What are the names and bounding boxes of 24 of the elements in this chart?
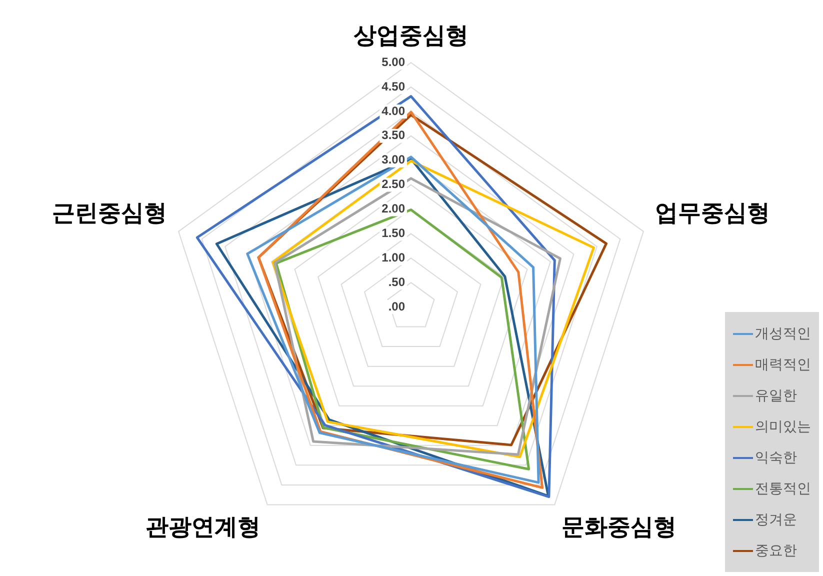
legend-label: 중요한 (755, 542, 797, 560)
y-tick-label: 4.00 (382, 104, 406, 118)
y-tick-label: 3.00 (382, 152, 406, 167)
y-tick-label: .00 (388, 299, 406, 314)
y-tick-label: 4.50 (382, 79, 406, 94)
y-tick-label: 2.50 (382, 177, 406, 192)
y-tick-label: 1.50 (382, 226, 406, 240)
spoke-label: 근린중심형 (52, 199, 168, 226)
y-tick-label: 3.50 (382, 128, 406, 142)
spoke-label: 문화중심형 (562, 514, 677, 540)
legend-label: 전통적인 (755, 480, 811, 498)
legend-label: 매력적인 (755, 356, 811, 374)
legend-label: 개성적인 (755, 324, 811, 342)
spoke-label: 관광연계형 (145, 514, 260, 540)
y-tick-label: 5.00 (382, 54, 406, 69)
legend-label: 의미있는 (755, 418, 811, 436)
legend-label: 유일한 (755, 386, 797, 404)
legend-label: 정겨운 (755, 510, 797, 528)
spoke-label: 상업중심형 (354, 22, 468, 48)
spoke-label: 업무중심형 (654, 199, 770, 226)
legend-label: 익숙한 (755, 448, 797, 466)
y-tick-label: 1.00 (382, 250, 406, 264)
y-tick-label: .50 (388, 274, 406, 289)
y-tick-label: 2.00 (382, 202, 406, 216)
